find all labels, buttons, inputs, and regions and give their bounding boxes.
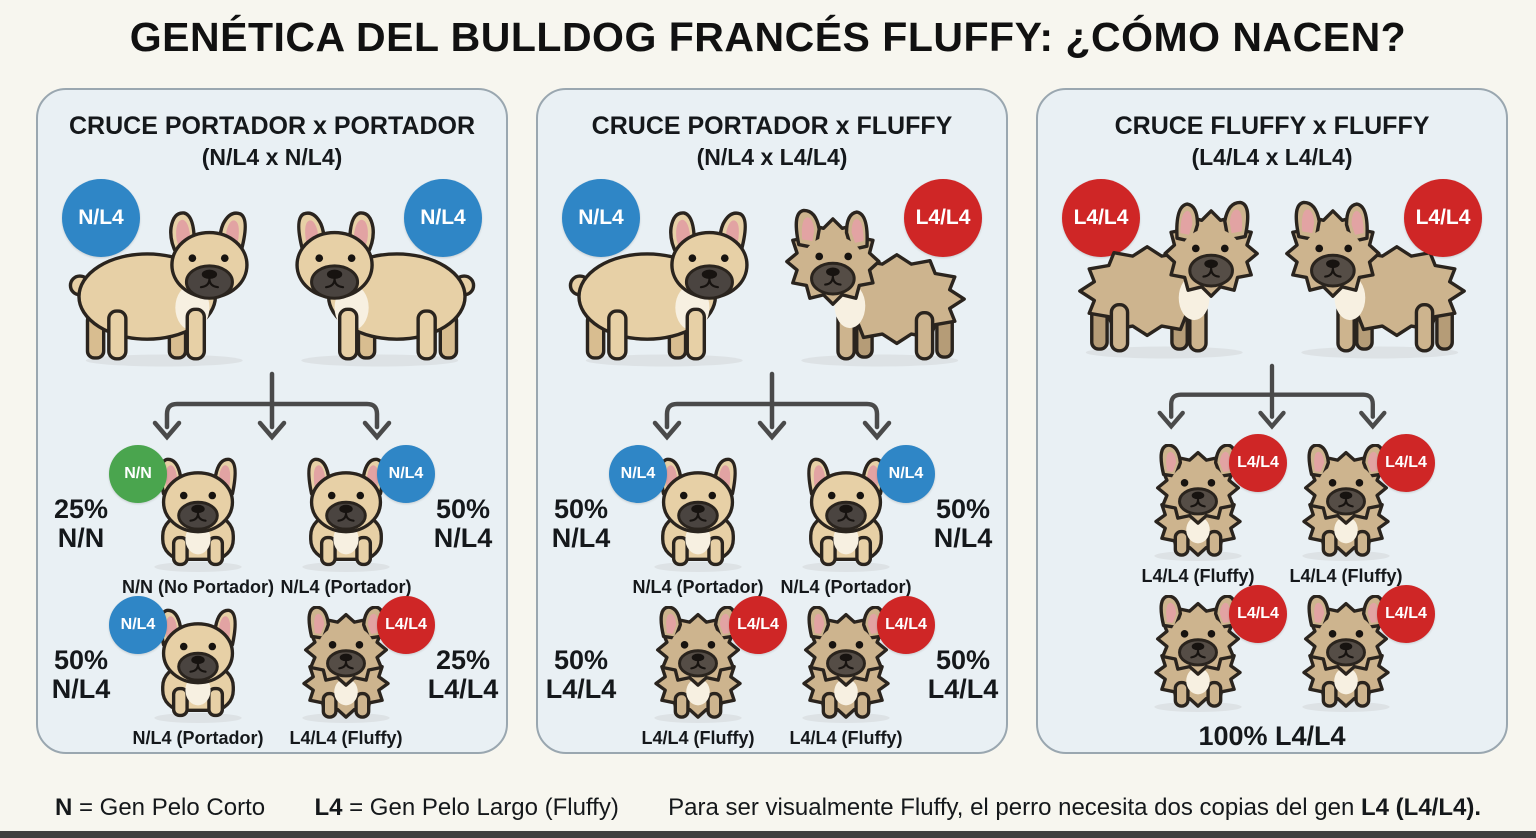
pup-label: N/L4 (Portador): [132, 727, 264, 748]
offspring-stat: 50% N/L4: [933, 493, 993, 554]
offspring-arrows: [562, 371, 982, 447]
offspring-stat: 50% N/L4: [51, 644, 111, 705]
genotype-badge: L4/L4: [877, 595, 935, 654]
panel-subtitle: (N/L4 x N/L4): [201, 143, 343, 170]
panels-container: CRUCE PORTADOR x PORTADOR (N/L4 x N/L4) …: [36, 88, 1508, 754]
offspring-arrows: [1062, 363, 1482, 436]
pup-label: N/L4 (Portador): [280, 576, 412, 597]
parent-dog-smooth-illustration: [566, 207, 771, 369]
bottom-bar: [0, 831, 1536, 838]
offspring-pup: L4/L4 L4/L4 (Fluffy): [624, 595, 787, 749]
offspring-pup: N/L4 N/L4 (Portador): [109, 595, 272, 749]
offspring-stat: 50% L4/L4: [545, 644, 617, 705]
genotype-badge: L4/L4: [904, 178, 982, 257]
panel-title: CRUCE PORTADOR x FLUFFY: [591, 112, 953, 140]
genotype-badge: N/N: [109, 444, 167, 503]
offspring-pup: N/L4 N/L4 (Portador): [272, 444, 435, 598]
genotype-badge: L4/L4: [377, 595, 435, 654]
page-title: GENÉTICA DEL BULLDOG FRANCÉS FLUFFY: ¿CÓ…: [129, 14, 1407, 60]
legend-note: Para ser visualmente Fluffy, el perro ne…: [668, 794, 1482, 821]
genotype-badge: N/L4: [62, 178, 140, 257]
panel-subtitle: (L4/L4 x L4/L4): [1191, 143, 1353, 170]
genotype-badge: N/L4: [377, 444, 435, 503]
genotype-badge: L4/L4: [1229, 585, 1287, 643]
offspring-stat: 25% L4/L4: [427, 644, 499, 705]
pup-label: L4/L4 (Fluffy): [1289, 566, 1403, 586]
parent-dog-smooth-illustration: [66, 207, 271, 369]
genotype-badge: N/L4: [609, 444, 667, 503]
offspring-pup: N/L4 N/L4 (Portador): [609, 444, 772, 598]
offspring-arrows: [62, 371, 482, 447]
pup-label: L4/L4 (Fluffy): [289, 727, 403, 748]
panel-portador-x-fluffy: CRUCE PORTADOR x FLUFFY (N/L4 x L4/L4) N…: [536, 88, 1008, 754]
offspring-stat: 50% L4/L4: [927, 644, 999, 705]
pup-label: L4/L4 (Fluffy): [641, 727, 755, 748]
offspring-pup: L4/L4: [1272, 585, 1435, 713]
offspring-pup: L4/L4 L4/L4 (Fluffy): [1124, 434, 1287, 587]
offspring-pup: N/L4 N/L4 (Portador): [772, 444, 935, 598]
genotype-badge: N/L4: [404, 178, 482, 257]
pup-label: N/N (No Portador): [122, 576, 274, 597]
panel-fluffy-x-fluffy: CRUCE FLUFFY x FLUFFY (L4/L4 x L4/L4) L4…: [1036, 88, 1508, 754]
offspring-pup: L4/L4: [1124, 585, 1287, 713]
genotype-badge: L4/L4: [729, 595, 787, 654]
parents-row: N/L4 N/L4: [38, 177, 506, 369]
offspring-row: 50% N/L4 N/L4 N/L4 (Portador) L4/L4 L4/L…: [38, 595, 506, 749]
panel-subtitle: (N/L4 x L4/L4): [696, 143, 848, 170]
offspring-stat: 25% N/N: [53, 493, 109, 554]
legend: N = Gen Pelo Corto L4 = Gen Pelo Largo (…: [0, 794, 1536, 822]
offspring-stat: 50% N/L4: [551, 493, 611, 554]
legend-item-l4: L4 = Gen Pelo Largo (Fluffy): [314, 794, 619, 821]
parents-row: L4/L4 L4/L4: [1038, 177, 1506, 361]
offspring-pup: L4/L4 L4/L4 (Fluffy): [1272, 434, 1435, 587]
pup-label: L4/L4 (Fluffy): [789, 727, 903, 748]
parents-row: N/L4 L4/L4: [538, 177, 1006, 369]
panel-portador-x-portador: CRUCE PORTADOR x PORTADOR (N/L4 x N/L4) …: [36, 88, 508, 754]
pup-label: N/L4 (Portador): [780, 576, 912, 597]
offspring-row: 50% N/L4 N/L4 N/L4 (Portador) N/L4 N/L4 …: [538, 444, 1006, 598]
offspring-row: L4/L4 L4/L4 (Fluffy) L4/L4 L4/L4 (Fluffy…: [1038, 434, 1506, 587]
offspring-pup: L4/L4 L4/L4 (Fluffy): [272, 595, 435, 749]
offspring-stat: 50% N/L4: [433, 493, 493, 554]
genotype-badge: L4/L4: [1377, 585, 1435, 643]
genotype-badge: N/L4: [109, 595, 167, 654]
parent-dog-fluffy-illustration: [1066, 199, 1271, 361]
genotype-badge: N/L4: [877, 444, 935, 503]
pup-label: L4/L4 (Fluffy): [1141, 566, 1255, 586]
offspring-row: 25% N/N N/N N/N (No Portador) N/L4 N/L4 …: [38, 444, 506, 598]
genotype-badge: L4/L4: [1377, 434, 1435, 492]
result-caption: 100% L4/L4: [1198, 721, 1346, 751]
panel-title: CRUCE FLUFFY x FLUFFY: [1114, 112, 1430, 140]
legend-item-n: N = Gen Pelo Corto: [54, 794, 266, 821]
genotype-badge: N/L4: [562, 178, 640, 257]
panel-title: CRUCE PORTADOR x PORTADOR: [68, 112, 476, 140]
offspring-pup: N/N N/N (No Portador): [109, 444, 274, 598]
offspring-row: L4/L4 L4/L4: [1038, 585, 1506, 713]
offspring-row: 50% L4/L4 L4/L4 L4/L4 (Fluffy) L4/L4 L4/…: [538, 595, 1006, 749]
genotype-badge: L4/L4: [1229, 434, 1287, 492]
genotype-badge: L4/L4: [1062, 178, 1140, 257]
genotype-badge: L4/L4: [1404, 178, 1482, 257]
pup-label: N/L4 (Portador): [632, 576, 764, 597]
offspring-pup: L4/L4 L4/L4 (Fluffy): [772, 595, 935, 749]
